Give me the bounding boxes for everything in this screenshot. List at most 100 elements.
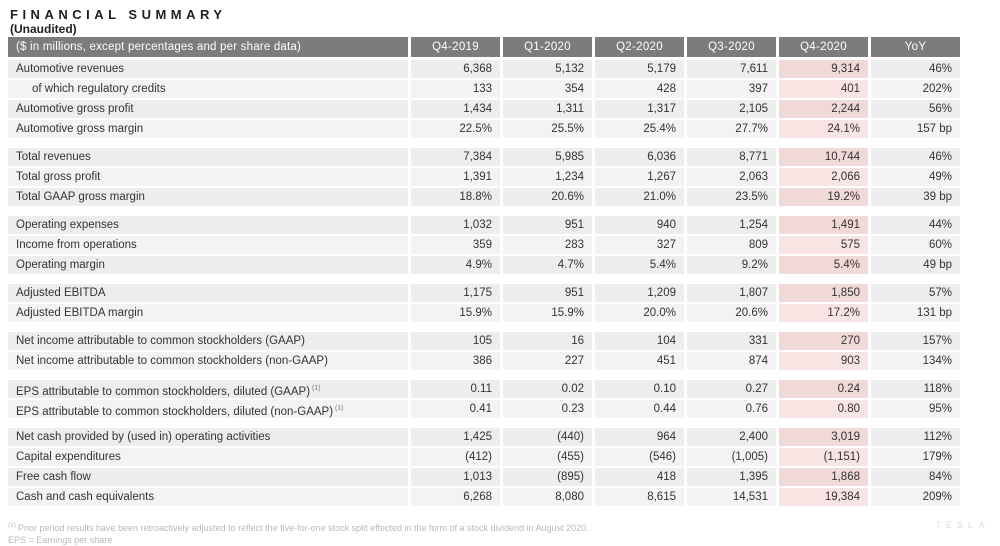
cell-Q1-2020: (440) (503, 428, 592, 446)
cell-Q3-2020: 14,531 (687, 488, 776, 506)
cell-Q4-2019: 6,268 (411, 488, 500, 506)
row-label: Total GAAP gross margin (8, 188, 408, 206)
cell-Q3-2020: (1,005) (687, 448, 776, 466)
cell-Q4-2020: 19,384 (779, 488, 868, 506)
cell-Q4-2020: 575 (779, 236, 868, 254)
cell-Q1-2020: 8,080 (503, 488, 592, 506)
row-label: Adjusted EBITDA (8, 284, 408, 302)
footnote-line-1: (1)Prior period results have been retroa… (8, 520, 908, 535)
cell-Q4-2020: 270 (779, 332, 868, 350)
cell-Q4-2020: 2,244 (779, 100, 868, 118)
row-label: Operating margin (8, 256, 408, 274)
cell-Q4-2019: 7,384 (411, 148, 500, 166)
cell-Q3-2020: 27.7% (687, 120, 776, 138)
cell-Q3-2020: 397 (687, 80, 776, 98)
cell-Q2-2020: 1,209 (595, 284, 684, 302)
cell-Q4-2020: 401 (779, 80, 868, 98)
cell-Q2-2020: (546) (595, 448, 684, 466)
cell-YoY: 95% (871, 400, 960, 418)
cell-Q3-2020: 874 (687, 352, 776, 370)
cell-Q4-2020: 5.4% (779, 256, 868, 274)
cell-Q4-2019: 359 (411, 236, 500, 254)
cell-Q3-2020: 1,254 (687, 216, 776, 234)
table-block: Net income attributable to common stockh… (8, 332, 960, 370)
cell-Q1-2020: 1,311 (503, 100, 592, 118)
cell-Q4-2020: 9,314 (779, 60, 868, 78)
cell-Q3-2020: 809 (687, 236, 776, 254)
row-label: Net cash provided by (used in) operating… (8, 428, 408, 446)
cell-Q1-2020: 354 (503, 80, 592, 98)
cell-Q2-2020: 1,267 (595, 168, 684, 186)
cell-Q2-2020: 0.44 (595, 400, 684, 418)
cell-Q4-2019: 105 (411, 332, 500, 350)
cell-Q2-2020: 327 (595, 236, 684, 254)
row-label: Adjusted EBITDA margin (8, 304, 408, 322)
cell-Q4-2019: 1,175 (411, 284, 500, 302)
cell-Q2-2020: 940 (595, 216, 684, 234)
header-cell-YoY: YoY (871, 37, 960, 57)
table-row: EPS attributable to common stockholders,… (8, 400, 960, 418)
cell-YoY: 209% (871, 488, 960, 506)
cell-Q3-2020: 331 (687, 332, 776, 350)
row-label: EPS attributable to common stockholders,… (8, 380, 408, 398)
cell-YoY: 157 bp (871, 120, 960, 138)
table-header-row: ($ in millions, except percentages and p… (8, 37, 960, 57)
row-label: Automotive revenues (8, 60, 408, 78)
cell-Q3-2020: 9.2% (687, 256, 776, 274)
footnote: (1)Prior period results have been retroa… (8, 520, 908, 546)
cell-Q4-2019: 15.9% (411, 304, 500, 322)
cell-Q4-2020: 17.2% (779, 304, 868, 322)
cell-Q4-2019: 18.8% (411, 188, 500, 206)
header-cell-Q1-2020: Q1-2020 (503, 37, 592, 57)
header-cell-Q4-2020: Q4-2020 (779, 37, 868, 57)
header-cell-Q4-2019: Q4-2019 (411, 37, 500, 57)
cell-YoY: 131 bp (871, 304, 960, 322)
cell-Q1-2020: 25.5% (503, 120, 592, 138)
header-cell-caption: ($ in millions, except percentages and p… (8, 37, 408, 57)
cell-Q4-2019: 22.5% (411, 120, 500, 138)
cell-Q2-2020: 5.4% (595, 256, 684, 274)
cell-YoY: 84% (871, 468, 960, 486)
footnote-ref-marker: (1) (312, 385, 321, 392)
table-block: Net cash provided by (used in) operating… (8, 428, 960, 506)
cell-Q3-2020: 1,807 (687, 284, 776, 302)
cell-Q1-2020: 5,132 (503, 60, 592, 78)
cell-YoY: 49 bp (871, 256, 960, 274)
row-label: of which regulatory credits (8, 80, 408, 98)
cell-Q1-2020: 0.02 (503, 380, 592, 398)
cell-Q2-2020: 104 (595, 332, 684, 350)
row-label: EPS attributable to common stockholders,… (8, 400, 408, 418)
cell-YoY: 56% (871, 100, 960, 118)
cell-Q3-2020: 8,771 (687, 148, 776, 166)
cell-Q2-2020: 21.0% (595, 188, 684, 206)
cell-Q2-2020: 428 (595, 80, 684, 98)
header-cell-Q3-2020: Q3-2020 (687, 37, 776, 57)
table-row: Capital expenditures(412)(455)(546)(1,00… (8, 448, 960, 466)
cell-Q1-2020: 951 (503, 216, 592, 234)
cell-Q4-2019: 1,391 (411, 168, 500, 186)
cell-Q1-2020: 283 (503, 236, 592, 254)
row-label: Total gross profit (8, 168, 408, 186)
row-label: Capital expenditures (8, 448, 408, 466)
cell-Q3-2020: 0.27 (687, 380, 776, 398)
table-row: EPS attributable to common stockholders,… (8, 380, 960, 398)
cell-Q3-2020: 7,611 (687, 60, 776, 78)
cell-Q2-2020: 1,317 (595, 100, 684, 118)
table-block: EPS attributable to common stockholders,… (8, 380, 960, 418)
cell-YoY: 118% (871, 380, 960, 398)
row-label: Net income attributable to common stockh… (8, 352, 408, 370)
cell-Q4-2020: (1,151) (779, 448, 868, 466)
cell-Q4-2020: 0.80 (779, 400, 868, 418)
